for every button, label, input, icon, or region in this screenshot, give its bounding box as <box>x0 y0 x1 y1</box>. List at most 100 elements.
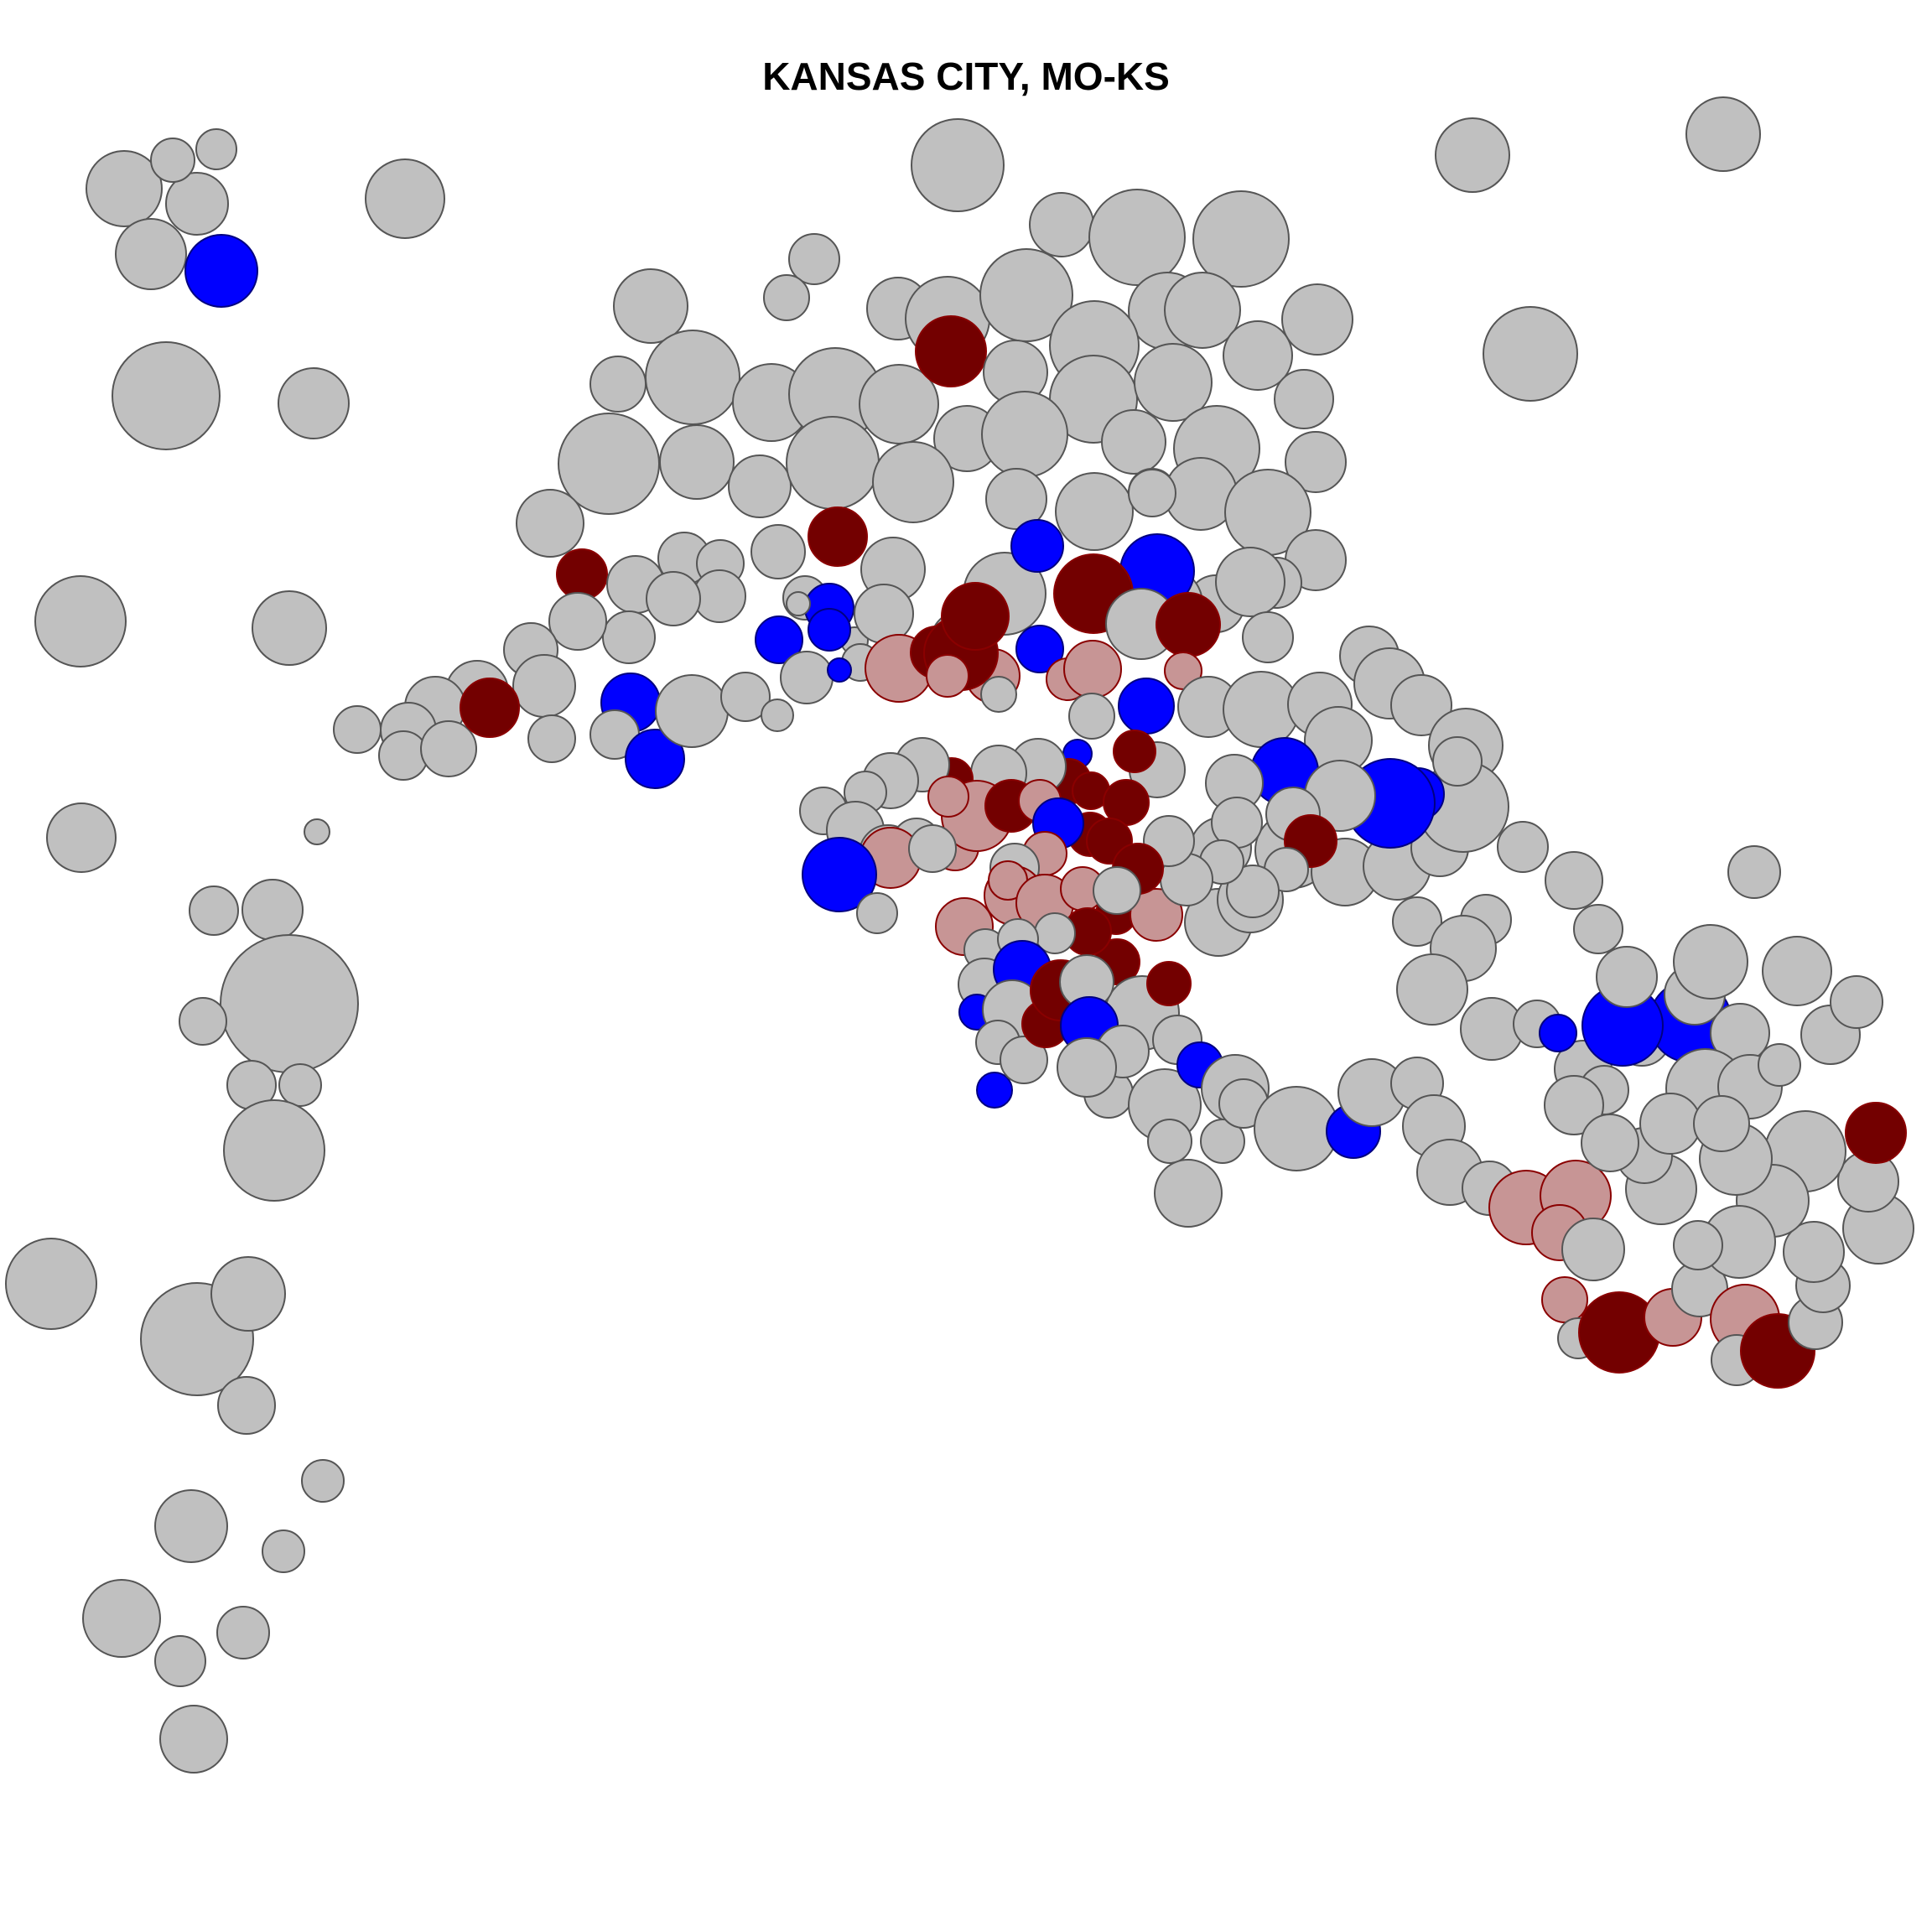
area-circle <box>1727 845 1781 899</box>
area-circle <box>195 128 237 170</box>
area-circle <box>304 818 330 845</box>
area-circle <box>613 268 688 344</box>
area-circle <box>1673 1220 1723 1270</box>
area-circle <box>242 879 304 941</box>
area-circle <box>761 699 794 732</box>
area-circle <box>159 1705 228 1774</box>
area-circle <box>780 651 834 704</box>
area-circle <box>1783 1221 1845 1283</box>
area-circle <box>1274 369 1334 429</box>
area-circle <box>827 657 852 683</box>
area-circle <box>602 610 656 664</box>
area-circle <box>589 356 647 413</box>
area-circle <box>985 468 1047 530</box>
area-circle <box>1396 953 1468 1026</box>
area-circle <box>1093 866 1141 915</box>
area-circle <box>908 824 957 873</box>
area-circle <box>46 802 117 873</box>
area-circle <box>1134 343 1213 422</box>
area-circle <box>1223 320 1293 391</box>
area-circle <box>1561 1218 1625 1281</box>
area-circle <box>527 714 576 763</box>
area-circle <box>516 489 584 558</box>
area-circle <box>1539 1014 1577 1052</box>
area-circle <box>1693 1095 1750 1152</box>
area-circle <box>1242 611 1294 663</box>
area-circle <box>556 548 608 600</box>
area-circle <box>1088 189 1186 286</box>
area-circle <box>1068 693 1115 740</box>
area-circle <box>34 575 127 667</box>
area-circle <box>1147 1119 1192 1164</box>
area-circle <box>750 524 806 579</box>
area-circle <box>1845 1102 1907 1164</box>
area-circle <box>217 1376 276 1435</box>
area-circle <box>1101 409 1166 475</box>
area-circle <box>115 218 187 290</box>
area-circle <box>926 654 969 698</box>
area-circle <box>976 1072 1013 1109</box>
area-circle <box>786 416 880 510</box>
area-circle <box>154 1489 228 1563</box>
area-circle <box>1200 1119 1245 1164</box>
area-circle <box>333 705 382 754</box>
area-circle <box>1057 1037 1117 1098</box>
area-circle <box>755 615 803 664</box>
area-circle <box>1673 924 1748 1000</box>
area-circle <box>86 150 163 227</box>
area-circle <box>179 997 227 1046</box>
area-circle <box>1432 736 1483 787</box>
area-circle <box>808 608 851 652</box>
area-circle <box>1285 431 1347 493</box>
area-circle <box>512 654 576 718</box>
area-circle <box>252 590 327 666</box>
area-circle <box>728 454 792 518</box>
area-circle <box>763 274 810 321</box>
area-circle <box>189 886 239 936</box>
area-circle <box>301 1459 345 1503</box>
area-circle <box>82 1579 161 1658</box>
area-circle <box>1000 1036 1048 1084</box>
area-circle <box>548 592 607 651</box>
area-circle <box>378 730 428 781</box>
area-circle <box>1130 888 1183 942</box>
area-circle <box>788 233 840 285</box>
area-circle <box>941 582 1010 651</box>
area-circle <box>645 330 740 425</box>
area-circle <box>1390 674 1452 736</box>
area-circle <box>420 720 477 777</box>
area-circle <box>460 678 520 738</box>
area-circle <box>1541 1276 1588 1323</box>
area-circle <box>278 1063 322 1107</box>
area-circle <box>1483 306 1578 402</box>
area-circle <box>1154 1159 1223 1228</box>
area-circle <box>854 584 914 644</box>
area-circle <box>262 1530 305 1573</box>
area-circle <box>1281 283 1353 356</box>
area-circle <box>1762 936 1832 1006</box>
area-circle <box>112 341 221 450</box>
area-circle <box>1128 469 1176 517</box>
area-circle <box>1254 1086 1339 1171</box>
area-circle <box>693 569 746 623</box>
area-circle <box>1055 472 1134 551</box>
area-circle <box>720 672 771 722</box>
area-circle <box>1029 192 1094 257</box>
area-circle <box>1113 730 1156 773</box>
area-circle <box>154 1635 206 1687</box>
area-circle <box>1544 1075 1604 1135</box>
area-circle <box>1435 117 1510 193</box>
area-circle <box>1192 190 1290 288</box>
area-circle <box>659 424 735 500</box>
area-circle <box>216 1606 270 1659</box>
area-circle <box>1497 821 1549 873</box>
area-circle <box>1685 96 1761 172</box>
area-circle <box>210 1256 286 1332</box>
area-circle <box>1226 865 1280 918</box>
area-circle <box>150 138 195 183</box>
area-circle <box>1758 1043 1801 1087</box>
area-circle <box>165 172 229 236</box>
area-circle <box>646 571 701 626</box>
area-circle <box>808 506 868 567</box>
area-circle <box>365 158 445 239</box>
